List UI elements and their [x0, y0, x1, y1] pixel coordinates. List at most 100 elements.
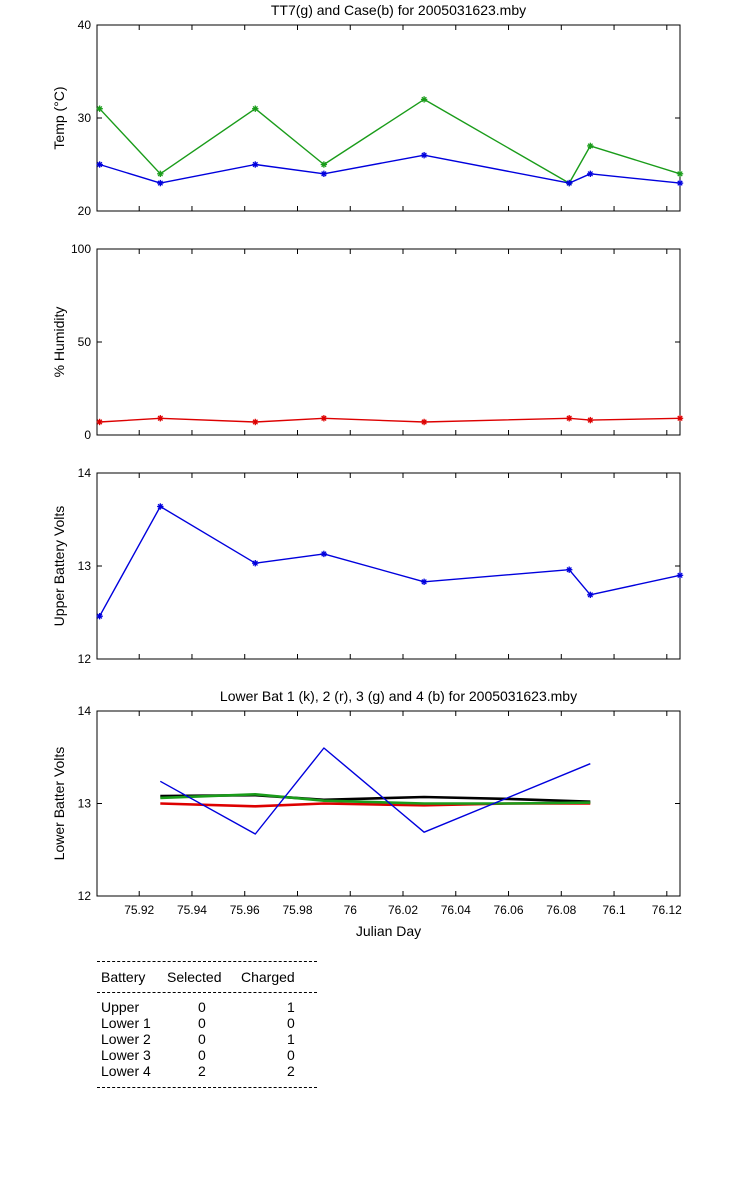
- y-axis-label: % Humidity: [51, 307, 67, 378]
- plot-frame: [96, 248, 681, 436]
- data-point: [320, 170, 328, 177]
- y-tick-label: 14: [78, 466, 92, 480]
- data-point: [587, 170, 594, 177]
- table-header-rule: [97, 992, 317, 993]
- y-tick-label: 14: [78, 704, 92, 718]
- y-tick-label: 12: [78, 652, 92, 666]
- table-row: Lower 3 0 0: [97, 1047, 317, 1063]
- y-axis-label: Upper Battery Volts: [51, 506, 67, 627]
- data-point: [252, 560, 259, 567]
- data-point: [676, 415, 684, 422]
- charged-value: 2: [287, 1063, 295, 1079]
- data-point: [157, 415, 164, 422]
- x-tick-label: 76.06: [494, 903, 524, 917]
- charged-value: 1: [287, 1031, 295, 1047]
- y-tick-label: 100: [71, 242, 91, 256]
- x-axis-label: Julian Day: [356, 923, 421, 939]
- data-point: [420, 578, 428, 586]
- series-line-1: [99, 417, 681, 423]
- data-point: [320, 415, 328, 422]
- data-point: [676, 572, 684, 579]
- x-tick-label: 75.98: [282, 903, 312, 917]
- battery-name: Lower 2: [101, 1031, 151, 1047]
- charged-value: 1: [287, 999, 295, 1015]
- charged-value: 0: [287, 1047, 295, 1063]
- y-tick-label: 20: [78, 204, 92, 218]
- table-row: Upper 0 1: [97, 999, 317, 1015]
- y-tick-label: 12: [78, 889, 92, 903]
- battery-name: Lower 4: [101, 1063, 151, 1079]
- plot-frame: [96, 24, 681, 212]
- y-tick-label: 13: [78, 559, 92, 573]
- data-point: [157, 170, 164, 177]
- header-selected: Selected: [167, 969, 222, 985]
- data-point: [96, 418, 103, 426]
- x-tick-label: 75.94: [177, 903, 207, 917]
- series-line-1: [98, 505, 681, 617]
- selected-value: 0: [198, 1031, 206, 1047]
- figure: 20 30 40 TT7(g) and Case(b) for 2005031623.…: [51, 2, 684, 939]
- data-point: [566, 415, 573, 422]
- chart-panel-3: 12 13 14 Upper Battery Volts: [51, 466, 684, 666]
- charged-value: 0: [287, 1015, 295, 1031]
- series-line-2: [99, 154, 681, 184]
- data-point: [566, 566, 573, 573]
- selected-value: 2: [198, 1063, 206, 1079]
- data-point: [676, 179, 684, 187]
- series-line-1: [99, 98, 681, 184]
- y-tick-label: 30: [78, 111, 92, 125]
- data-point: [420, 152, 428, 159]
- battery-name: Upper: [101, 999, 140, 1015]
- data-point: [252, 105, 259, 112]
- y-tick-label: 50: [78, 335, 92, 349]
- data-point: [420, 96, 428, 103]
- table-header-row: Battery Selected Charged: [97, 962, 317, 992]
- selected-value: 0: [198, 999, 206, 1015]
- chart-panel-4: 12 13 14 75.92 75.94 75.96 75.98 76 76.02 76.04 76…: [51, 688, 682, 939]
- selected-value: 0: [198, 1047, 206, 1063]
- data-point: [252, 161, 259, 168]
- data-point: [96, 161, 103, 168]
- y-axis-label: Temp (°C): [51, 86, 67, 149]
- data-point: [566, 179, 573, 187]
- x-tick-label: 76.08: [546, 903, 576, 917]
- data-point: [252, 418, 259, 426]
- data-point: [676, 170, 684, 177]
- data-point: [320, 161, 328, 168]
- header-battery: Battery: [101, 969, 146, 985]
- table-bottom-rule: [97, 1087, 317, 1088]
- data-point: [320, 550, 328, 558]
- table-row: Lower 1 0 0: [97, 1015, 317, 1031]
- x-tick-label: 75.92: [124, 903, 154, 917]
- x-tick-label: 75.96: [230, 903, 260, 917]
- chart-panel-1: 20 30 40 TT7(g) and Case(b) for 2005031623.…: [51, 2, 684, 218]
- y-tick-label: 0: [84, 428, 91, 442]
- x-tick-label: 76: [344, 903, 358, 917]
- data-point: [420, 418, 428, 426]
- battery-name: Lower 1: [101, 1015, 151, 1031]
- y-tick-label: 40: [78, 18, 92, 32]
- plot-frame: [96, 472, 681, 660]
- data-point: [96, 613, 103, 620]
- data-point: [587, 416, 594, 424]
- x-tick-label: 76.1: [602, 903, 626, 917]
- header-charged: Charged: [241, 969, 295, 985]
- series-line-4: [159, 747, 591, 835]
- table-row: Lower 4 2 2: [97, 1063, 317, 1079]
- table-body: Upper 0 1 Lower 1 0 0 Lower 2 0 1 Lower 3 0 0 Lower …: [97, 999, 317, 1079]
- data-point: [587, 591, 594, 599]
- y-tick-label: 13: [78, 797, 92, 811]
- data-point: [157, 503, 164, 510]
- chart-title: TT7(g) and Case(b) for 2005031623.mby: [271, 2, 526, 18]
- chart-panel-2: 0 50 100 % Humidity: [51, 242, 684, 442]
- data-point: [587, 142, 594, 150]
- series-line-3: [160, 792, 591, 805]
- table-row: Lower 2 0 1: [97, 1031, 317, 1047]
- data-point: [157, 179, 164, 187]
- chart-title: Lower Bat 1 (k), 2 (r), 3 (g) and 4 (b) …: [220, 688, 577, 704]
- x-tick-label: 76.02: [388, 903, 418, 917]
- x-tick-label: 76.12: [652, 903, 682, 917]
- x-tick-label: 76.04: [441, 903, 471, 917]
- table-top-rule: [97, 961, 317, 962]
